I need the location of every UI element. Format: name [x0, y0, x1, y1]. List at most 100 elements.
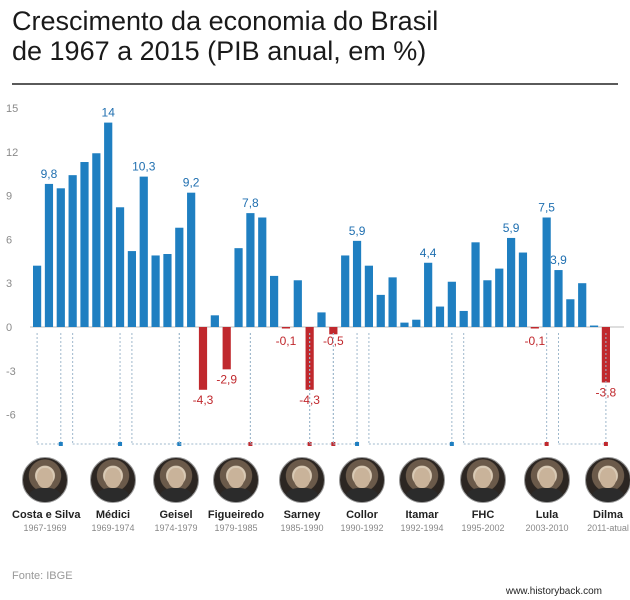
bar-1984: [234, 248, 243, 327]
bar-1978: [163, 254, 172, 327]
bar-1993: [341, 255, 350, 327]
bar-1985: [246, 213, 255, 327]
bar-2002: [447, 281, 456, 327]
face-shape: [354, 468, 370, 488]
bar-1969: [56, 188, 65, 327]
bar-1973: [104, 122, 113, 327]
president-name: Costa e Silva: [12, 509, 81, 521]
bar-1981: [198, 327, 208, 390]
president-name: Dilma: [593, 509, 623, 521]
y-tick-label: 6: [6, 234, 12, 246]
bar-2010: [542, 217, 551, 327]
suit-shape: [220, 488, 252, 502]
bar-2006: [495, 268, 504, 327]
president-photo: [90, 457, 136, 503]
bar-chart: 15129630-3-69,81410,39,2-4,3-2,97,8-0,1-…: [6, 103, 624, 446]
term-marker: [544, 442, 549, 446]
president-card: Lula 2003-2010: [514, 457, 580, 533]
bar-2012: [566, 299, 575, 327]
source-note: Fonte: IBGE: [12, 570, 73, 582]
y-tick-label: -3: [6, 366, 16, 378]
bar-1970: [68, 175, 77, 327]
bar-1994: [352, 240, 362, 327]
data-label-2000: 4,4: [420, 246, 437, 260]
face-shape: [539, 468, 555, 488]
data-label-1994: 5,9: [349, 224, 366, 238]
president-years: 1990-1992: [340, 523, 384, 533]
bar-1967: [33, 265, 42, 327]
bar-2005: [483, 280, 492, 327]
bar-2000: [424, 262, 433, 327]
bar-1983: [222, 327, 231, 370]
president-card: Collor 1990-1992: [329, 457, 395, 533]
suit-shape: [29, 488, 61, 502]
bar-1986: [258, 217, 267, 327]
term-marker: [449, 442, 454, 446]
president-card: Costa e Silva 1967-1969: [12, 457, 81, 533]
president-name: Collor: [346, 509, 378, 521]
president-card: FHC 1995-2002: [450, 457, 516, 533]
face-shape: [294, 468, 310, 488]
bar-1968: [44, 183, 54, 327]
data-label-1973: 14: [102, 106, 116, 120]
bar-1988: [281, 327, 291, 329]
bar-1987: [270, 275, 279, 327]
bar-2004: [471, 242, 480, 327]
y-tick-label: 3: [6, 278, 12, 290]
suit-shape: [286, 488, 318, 502]
term-marker: [118, 442, 123, 446]
president-card: Geisel 1974-1979: [143, 457, 209, 533]
president-name: FHC: [471, 509, 495, 521]
suit-shape: [406, 488, 438, 502]
face-shape: [600, 468, 616, 488]
bar-1989: [293, 280, 302, 327]
president-photo: [399, 457, 445, 503]
data-label-1983: -2,9: [216, 372, 237, 386]
bar-1997: [388, 277, 397, 327]
president-years: 2011-atual: [587, 523, 629, 533]
president-photo: [585, 457, 630, 503]
president-card: Itamar 1992-1994: [389, 457, 455, 533]
title-divider: [12, 83, 618, 85]
bar-2001: [435, 306, 445, 327]
bar-1979: [175, 227, 184, 327]
face-shape: [475, 468, 491, 488]
bar-2013: [578, 283, 587, 327]
bar-1980: [187, 192, 196, 327]
suit-shape: [97, 488, 129, 502]
bar-1971: [80, 162, 89, 327]
suit-shape: [531, 488, 563, 502]
face-shape: [105, 468, 121, 488]
president-years: 1969-1974: [91, 523, 135, 533]
data-label-1980: 9,2: [183, 176, 200, 190]
data-label-1985: 7,8: [242, 196, 259, 210]
data-label-2007: 5,9: [503, 221, 520, 235]
bar-2009: [530, 327, 539, 329]
president-name: Sarney: [283, 509, 321, 521]
president-years: 1974-1979: [154, 523, 198, 533]
term-marker: [603, 442, 608, 446]
data-label-1981: -4,3: [193, 393, 214, 407]
bar-1974: [115, 207, 125, 327]
president-years: 1992-1994: [400, 523, 444, 533]
president-photo: [279, 457, 325, 503]
data-label-1968: 9,8: [41, 167, 58, 181]
president-name: Itamar: [405, 509, 439, 521]
president-photo: [460, 457, 506, 503]
face-shape: [37, 468, 53, 488]
president-card: Sarney 1985-1990: [269, 457, 335, 533]
president-photo: [524, 457, 570, 503]
president-years: 2003-2010: [525, 523, 569, 533]
president-years: 1995-2002: [461, 523, 505, 533]
president-name: Lula: [535, 509, 559, 521]
bar-1972: [92, 153, 101, 327]
bar-2014: [589, 325, 599, 328]
president-row: Costa e Silva 1967-1969 Médici 1969-1974 Gei…: [0, 457, 630, 547]
data-label-1990: -4,3: [299, 393, 320, 407]
bar-1998: [400, 322, 409, 327]
y-tick-label: 0: [6, 322, 12, 334]
face-shape: [168, 468, 184, 488]
data-label-2015: -3,8: [596, 385, 617, 399]
y-tick-label: -6: [6, 410, 16, 422]
suit-shape: [346, 488, 378, 502]
